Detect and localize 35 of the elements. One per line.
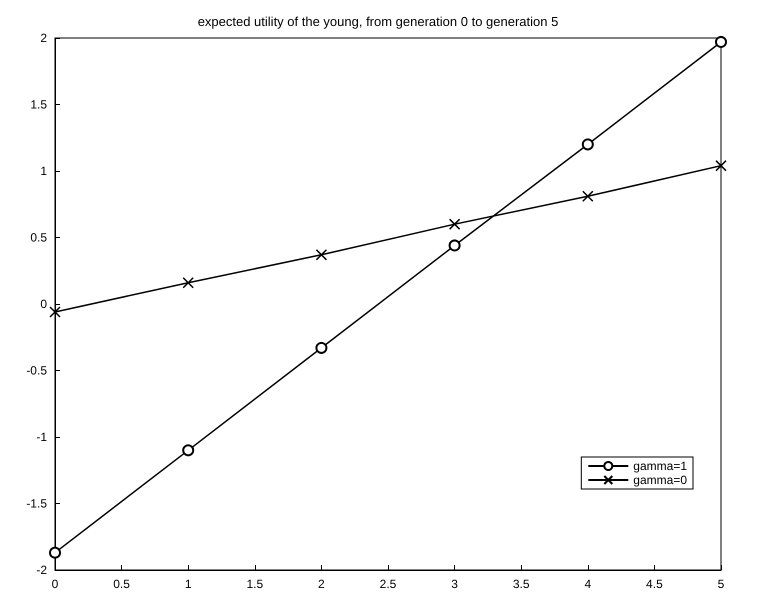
x-tick-label: 1.5 [246, 577, 264, 591]
chart-title: expected utility of the young, from generation 0 to generation 5 [198, 14, 558, 29]
point [582, 190, 594, 202]
x-tick-label: 0.5 [113, 577, 130, 591]
legend-label: gamma=1 [633, 459, 688, 473]
x-tick-label: 2.5 [380, 577, 397, 591]
point [582, 138, 594, 150]
point [715, 160, 727, 172]
x-tick-label: 3.5 [512, 577, 530, 591]
x-tick-label: 5 [718, 577, 725, 591]
y-tick-label: -0.5 [26, 364, 48, 378]
point [316, 249, 328, 261]
point [448, 239, 461, 252]
point [182, 276, 194, 288]
x-tick-label: 4 [584, 577, 592, 591]
point [49, 306, 61, 318]
x-tick-label: 2 [318, 577, 326, 591]
y-tick-label: -1 [36, 430, 48, 444]
point [49, 546, 61, 559]
y-tick-label: 2 [40, 31, 48, 45]
point [315, 342, 328, 354]
x-tick-label: 0 [52, 577, 59, 591]
x-tick-label: 1 [184, 577, 192, 591]
point [448, 218, 460, 230]
y-tick-label: -2 [36, 563, 48, 577]
legend-label: gamma=0 [633, 473, 688, 487]
x-tick-label: 4.5 [646, 577, 664, 591]
y-tick-label: 1.5 [30, 98, 48, 112]
point [715, 36, 727, 48]
y-tick-label: -1.5 [26, 496, 48, 510]
point [182, 444, 194, 456]
x-tick-label: 3 [451, 577, 458, 591]
y-tick-label: 0.5 [30, 230, 48, 244]
y-tick-label: 1 [40, 164, 48, 178]
y-tick-label: 0 [40, 297, 48, 311]
